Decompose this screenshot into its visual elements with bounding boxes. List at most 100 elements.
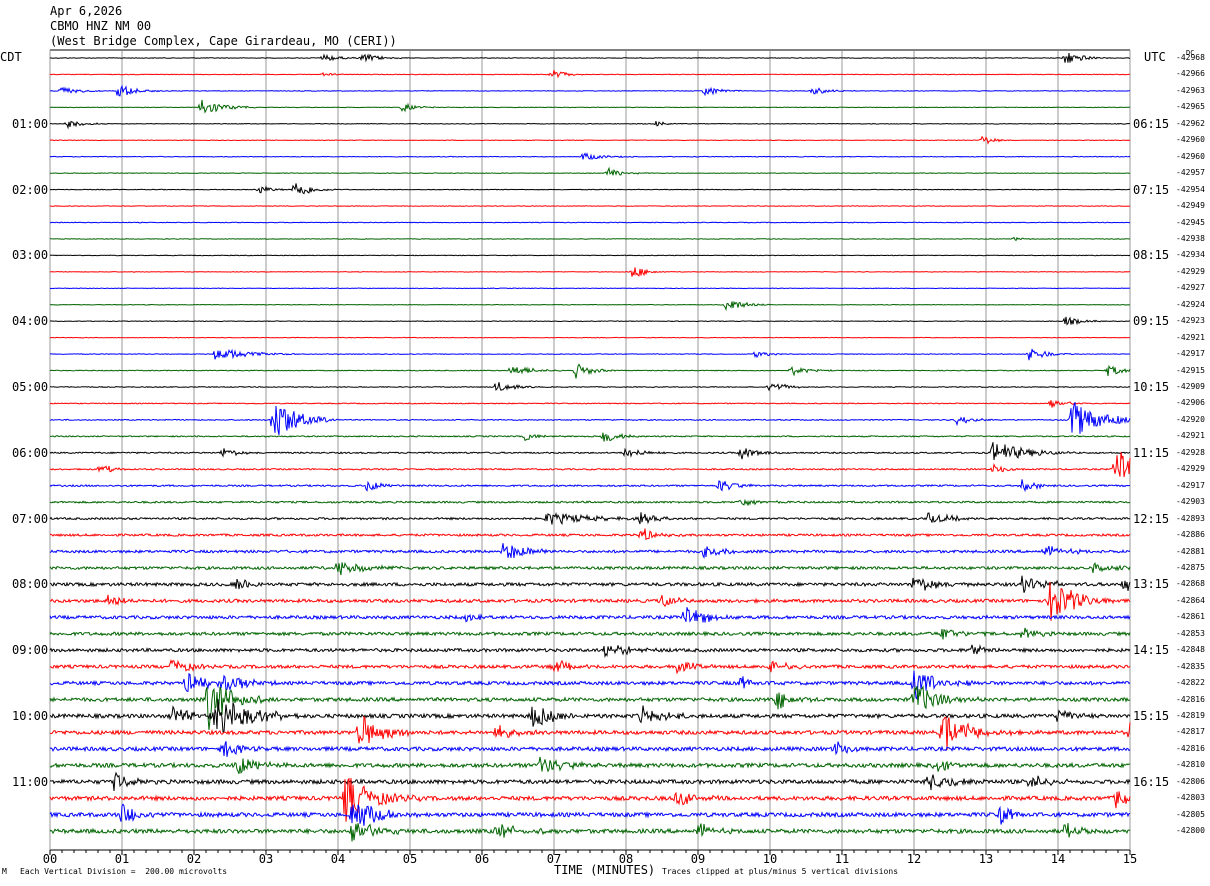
right-time-label: 15:15 xyxy=(1133,709,1170,723)
trace-17-red xyxy=(49,336,1131,339)
x-tick-label: 08 xyxy=(618,852,634,866)
trace-42-blue xyxy=(49,741,1131,757)
dc-offset-label: -42924 xyxy=(1176,299,1205,309)
dc-offset-label: -42934 xyxy=(1176,250,1205,260)
right-time-label: 12:15 xyxy=(1133,511,1170,526)
dc-offset-label: -42960 xyxy=(1176,135,1205,145)
trace-15-green xyxy=(49,300,1131,312)
trace-8-black xyxy=(49,183,1131,195)
dc-offset-label: -42928 xyxy=(1176,447,1205,457)
dc-offset-label: -42861 xyxy=(1176,612,1205,622)
x-tick-label: 14 xyxy=(1050,852,1066,866)
trace-3-green xyxy=(49,99,1130,114)
dc-offset-label: -42816 xyxy=(1176,743,1205,753)
dc-offset-label: -42929 xyxy=(1176,464,1205,474)
left-time-label: 04:00 xyxy=(12,314,49,329)
trace-37-red xyxy=(49,658,1131,675)
left-time-label: 11:00 xyxy=(12,774,49,789)
dc-offset-label: -42960 xyxy=(1176,151,1205,161)
dc-offset-label: -42963 xyxy=(1176,85,1205,95)
trace-44-black xyxy=(50,771,1131,792)
right-timezone-label: UTC xyxy=(1144,50,1166,64)
left-time-label: 06:00 xyxy=(12,445,49,460)
trace-19-green xyxy=(49,363,1131,379)
x-tick-label: 05 xyxy=(402,852,418,866)
dc-offset-label: -42927 xyxy=(1176,283,1205,293)
trace-41-red xyxy=(49,715,1131,751)
trace-25-red xyxy=(49,451,1131,478)
corner-mark: M xyxy=(2,867,7,876)
trace-24-black xyxy=(49,442,1131,461)
left-time-label: 08:00 xyxy=(12,577,49,592)
trace-12-black xyxy=(49,254,1131,257)
chart-date: Apr 6,2026 xyxy=(50,4,123,18)
trace-1-red xyxy=(49,70,1130,79)
trace-9-red xyxy=(49,205,1131,207)
dc-offset-label: -42886 xyxy=(1176,530,1205,540)
trace-22-blue xyxy=(49,402,1131,436)
trace-23-green xyxy=(50,432,1131,442)
trace-33-red xyxy=(49,581,1131,621)
trace-40-black xyxy=(49,699,1131,733)
dc-offset-label: -42853 xyxy=(1176,628,1205,638)
left-time-label: 09:00 xyxy=(12,643,49,658)
dc-offset-label: -42909 xyxy=(1176,382,1205,391)
x-tick-label: 11 xyxy=(834,852,850,866)
trace-11-green xyxy=(50,236,1131,242)
trace-39-green xyxy=(49,685,1131,730)
dc-offset-label: -42881 xyxy=(1176,546,1205,556)
dc-offset-label: -42954 xyxy=(1176,184,1205,194)
dc-offset-label: -42949 xyxy=(1176,201,1205,211)
right-time-label: 09:15 xyxy=(1133,314,1170,329)
trace-28-black xyxy=(49,511,1131,526)
dc-offset-label: -42835 xyxy=(1176,661,1205,671)
right-time-label: 11:15 xyxy=(1133,445,1170,460)
trace-10-blue xyxy=(49,221,1131,224)
trace-5-red xyxy=(49,135,1131,145)
x-tick-label: 00 xyxy=(42,852,58,866)
dc-offset-label: -42903 xyxy=(1176,497,1205,507)
trace-45-red xyxy=(49,777,1131,822)
trace-34-blue xyxy=(49,607,1131,623)
trace-27-green xyxy=(49,498,1131,506)
dc-offset-label: -42819 xyxy=(1176,711,1205,720)
trace-47-green xyxy=(49,822,1131,842)
left-time-label: 03:00 xyxy=(12,248,49,263)
trace-31-green xyxy=(49,561,1131,576)
dc-offset-label: -42868 xyxy=(1176,579,1205,589)
x-tick-label: 01 xyxy=(114,852,130,866)
dc-offset-label: -42875 xyxy=(1176,562,1205,572)
right-time-label: 10:15 xyxy=(1133,380,1170,394)
x-tick-label: 06 xyxy=(474,852,490,866)
dc-offset-label: -42822 xyxy=(1176,678,1205,688)
x-tick-label: 03 xyxy=(258,852,274,866)
right-time-label: 14:15 xyxy=(1133,643,1170,658)
trace-29-red xyxy=(49,528,1131,541)
trace-32-black xyxy=(49,575,1131,593)
right-time-label: 07:15 xyxy=(1133,182,1170,197)
dc-offset-label: -42810 xyxy=(1176,760,1205,770)
dc-offset-label: -42915 xyxy=(1176,365,1205,375)
trace-20-black xyxy=(49,382,1131,392)
x-tick-label: 12 xyxy=(906,852,922,866)
trace-36-black xyxy=(49,644,1131,659)
dc-offset-label: -42800 xyxy=(1176,826,1205,836)
dc-offset-label: -42962 xyxy=(1176,118,1205,128)
trace-35-green xyxy=(49,627,1131,640)
dc-offset-label: -42848 xyxy=(1176,645,1205,655)
dc-offset-label: -42917 xyxy=(1176,349,1205,359)
dc-offset-label: -42864 xyxy=(1176,595,1205,605)
dc-offset-label: -42923 xyxy=(1176,316,1205,326)
dc-offset-label: -42917 xyxy=(1176,480,1205,490)
dc-offset-label: -42929 xyxy=(1176,266,1205,276)
chart-station: CBMO HNZ NM 00 xyxy=(50,19,152,33)
left-time-label: 10:00 xyxy=(12,709,49,723)
left-time-label: 05:00 xyxy=(12,380,49,394)
x-tick-label: 13 xyxy=(978,852,994,866)
trace-43-green xyxy=(49,756,1131,774)
dc-offset-label: -42893 xyxy=(1176,513,1205,523)
right-time-label: 06:15 xyxy=(1133,116,1170,131)
x-tick-label: 02 xyxy=(186,852,202,866)
chart-location: (West Bridge Complex, Cape Girardeau, MO… xyxy=(50,34,397,48)
scale-note: Each Vertical Division = 200.00 microvol… xyxy=(20,867,228,876)
